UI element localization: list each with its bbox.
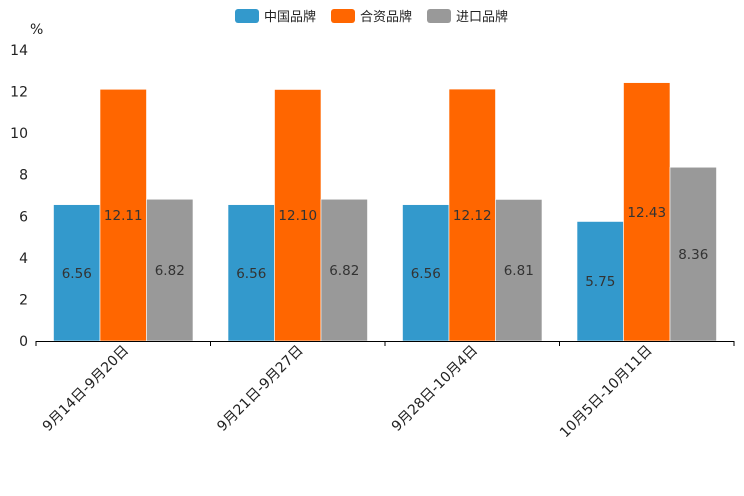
value-label-1-2: 12.11	[104, 208, 143, 224]
bar-2-3	[320, 198, 368, 342]
value-label-1-1: 6.56	[62, 266, 92, 282]
y-tick-label: 6	[19, 209, 28, 225]
value-label-4-1: 5.75	[585, 274, 615, 290]
bar-1-1	[53, 204, 101, 342]
value-label-3-1: 6.56	[411, 266, 441, 282]
legend-swatch-1	[235, 9, 259, 23]
y-tick-label: 14	[10, 43, 28, 59]
bar-4-1	[576, 221, 624, 342]
legend-label-1: 中国品牌	[264, 9, 316, 25]
legend-label-3: 进口品牌	[456, 9, 508, 25]
x-category-label: 9月28日-10月4日	[389, 343, 481, 435]
bar-2-2	[274, 89, 322, 342]
y-tick-label: 2	[19, 292, 28, 308]
legend: 中国品牌 合资品牌 进口品牌	[235, 9, 508, 25]
legend-label-2: 合资品牌	[360, 9, 412, 25]
value-label-4-3: 8.36	[678, 247, 708, 263]
x-category-label: 9月14日-9月20日	[40, 343, 132, 435]
y-tick-label: 4	[19, 251, 28, 267]
x-axis: 9月14日-9月20日 9月21日-9月27日 9月28日-10月4日 10月5日-1…	[35, 341, 735, 442]
legend-swatch-3	[427, 9, 451, 23]
value-label-1-3: 6.82	[155, 263, 185, 279]
bars	[53, 82, 717, 342]
y-axis-unit-label: %	[30, 22, 43, 38]
y-tick-label: 12	[10, 85, 28, 101]
y-tick-label: 0	[19, 334, 28, 350]
value-label-2-3: 6.82	[329, 263, 359, 279]
bar-1-3	[146, 198, 194, 342]
bar-2-1	[227, 204, 275, 342]
bar-4-3	[669, 166, 717, 342]
y-tick-label: 8	[19, 168, 28, 184]
legend-swatch-2	[331, 9, 355, 23]
value-labels: 6.56 12.11 6.82 6.56 12.10 6.82 6.56 12.12 6.81 5…	[62, 205, 709, 290]
y-axis: 0 2 4 6 8 10 12 14	[10, 43, 28, 350]
bar-3-2	[448, 88, 496, 342]
value-label-3-2: 12.12	[453, 208, 492, 224]
bar-1-2	[99, 88, 147, 342]
value-label-4-2: 12.43	[627, 205, 666, 221]
y-tick-label: 10	[10, 126, 28, 142]
x-category-label: 9月21日-9月27日	[214, 343, 306, 435]
value-label-3-3: 6.81	[504, 263, 534, 279]
value-label-2-2: 12.10	[278, 208, 317, 224]
x-category-label: 10月5日-10月11日	[557, 343, 656, 442]
value-label-2-1: 6.56	[236, 266, 266, 282]
